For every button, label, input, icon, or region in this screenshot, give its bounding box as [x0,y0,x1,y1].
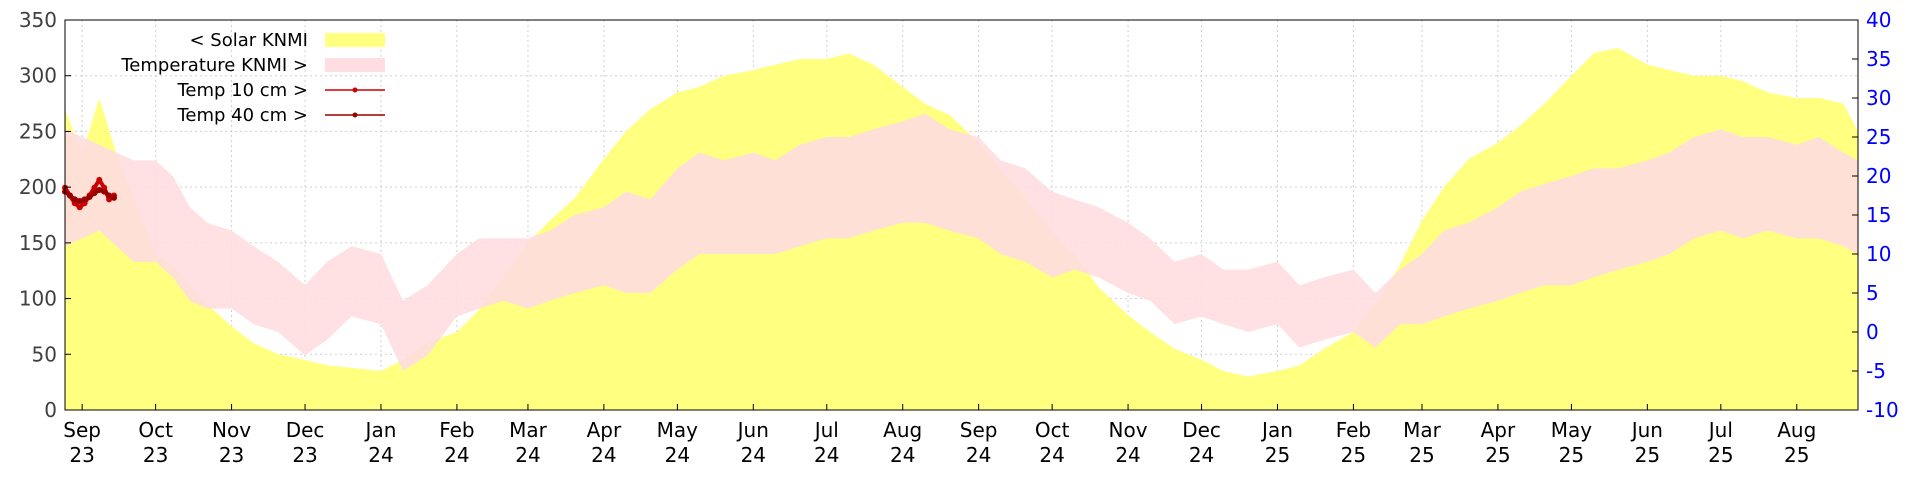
soil-temp-point [66,192,73,199]
right-axis-tick-label: 20 [1866,164,1891,188]
temperature-series [65,113,1858,371]
x-axis-year-label: 23 [143,443,168,467]
soil-temp-point [86,194,93,201]
x-axis-year-label: 24 [591,443,616,467]
x-axis-month-label: Jan [364,418,397,442]
x-axis-year-label: 24 [515,443,540,467]
x-axis-year-label: 25 [1341,443,1366,467]
right-axis-tick-label: 35 [1866,47,1891,71]
right-axis-tick-label: 10 [1866,242,1891,266]
x-axis-month-label: Dec [286,418,325,442]
soil-temp-point [96,176,103,183]
x-axis-year-label: 23 [292,443,317,467]
soil-temp-point [96,187,103,194]
x-axis-month-label: Jan [1260,418,1293,442]
right-axis-tick-label: -10 [1866,398,1899,422]
x-axis-year-label: 25 [1559,443,1584,467]
x-axis-year-label: 24 [814,443,839,467]
legend-label: Temp 10 cm > [176,80,308,101]
x-axis-month-label: Jul [1707,418,1733,442]
legend-label: Temp 40 cm > [176,105,308,126]
x-axis-month-label: Feb [439,418,474,442]
x-axis-month-label: May [657,418,699,442]
x-axis-year-label: 24 [1039,443,1064,467]
left-axis-tick-label: 0 [44,398,57,422]
legend-swatch [325,58,385,72]
x-axis-month-label: Mar [509,418,548,442]
x-axis-year-label: 24 [890,443,915,467]
soil-temp-point [91,190,98,197]
x-axis-year-label: 24 [444,443,469,467]
left-axis: 0 50 100 150 200 250 300 350 [19,8,71,422]
x-axis-month-label: Oct [138,418,173,442]
legend-swatch [325,33,385,47]
x-axis-year-label: 25 [1485,443,1510,467]
right-axis-tick-label: 40 [1866,8,1891,32]
x-axis-year-label: 24 [368,443,393,467]
legend-marker [352,112,358,118]
right-axis-tick-label: 15 [1866,203,1891,227]
right-axis: -10 -5 0 5 10 15 20 25 30 35 40 [1852,8,1899,422]
x-axis-year-label: 25 [1409,443,1434,467]
x-axis-month-label: Apr [587,418,622,442]
x-axis-month-label: Jul [813,418,839,442]
x-axis-month-label: Feb [1336,418,1371,442]
x-axis-year-label: 23 [69,443,94,467]
left-axis-tick-label: 200 [19,175,57,199]
x-axis: Sep23Oct23Nov23Dec23Jan24Feb24Mar24Apr24… [63,404,1816,467]
x-axis-year-label: 24 [741,443,766,467]
left-axis-tick-label: 50 [32,342,57,366]
x-axis-month-label: Jun [736,418,769,442]
left-axis-tick-label: 150 [19,231,57,255]
x-axis-year-label: 25 [1635,443,1660,467]
soil-temp-point [81,196,88,203]
x-axis-year-label: 24 [1115,443,1140,467]
right-axis-tick-label: -5 [1866,359,1886,383]
right-axis-tick-label: 5 [1866,281,1879,305]
left-axis-tick-label: 350 [19,8,57,32]
x-axis-month-label: Dec [1182,418,1221,442]
x-axis-month-label: Jun [1630,418,1663,442]
soil-temp-point [71,196,78,203]
x-axis-year-label: 24 [1189,443,1214,467]
x-axis-year-label: 25 [1265,443,1290,467]
left-axis-tick-label: 250 [19,119,57,143]
left-axis-tick-label: 300 [19,64,57,88]
right-axis-tick-label: 30 [1866,86,1891,110]
x-axis-year-label: 24 [966,443,991,467]
left-axis-tick-label: 100 [19,287,57,311]
legend-marker [352,87,358,93]
x-axis-month-label: Nov [212,418,251,442]
soil-temperature-series [62,176,117,211]
x-axis-month-label: Oct [1035,418,1070,442]
x-axis-month-label: May [1551,418,1593,442]
soil-temp-point [76,204,83,211]
x-axis-year-label: 25 [1784,443,1809,467]
soil-temp-point [91,184,98,191]
x-axis-year-label: 23 [219,443,244,467]
soil-temp-point [76,197,83,204]
soil-temp-point [110,194,117,201]
soil-temp-point [106,192,113,199]
legend: < Solar KNMI Temperature KNMI > Temp 10 cm… [120,30,385,126]
x-axis-month-label: Nov [1109,418,1148,442]
x-axis-month-label: Mar [1403,418,1442,442]
x-axis-year-label: 24 [665,443,690,467]
x-axis-month-label: Sep [63,418,101,442]
legend-label: < Solar KNMI [189,30,308,51]
x-axis-year-label: 25 [1708,443,1733,467]
legend-label: Temperature KNMI > [120,55,308,76]
soil-temp-point [101,188,108,195]
x-axis-month-label: Aug [1777,418,1816,442]
right-axis-tick-label: 25 [1866,125,1891,149]
x-axis-month-label: Apr [1481,418,1516,442]
x-axis-month-label: Aug [883,418,922,442]
temperature-band [65,113,1858,371]
x-axis-month-label: Sep [960,418,998,442]
right-axis-tick-label: 0 [1866,320,1879,344]
